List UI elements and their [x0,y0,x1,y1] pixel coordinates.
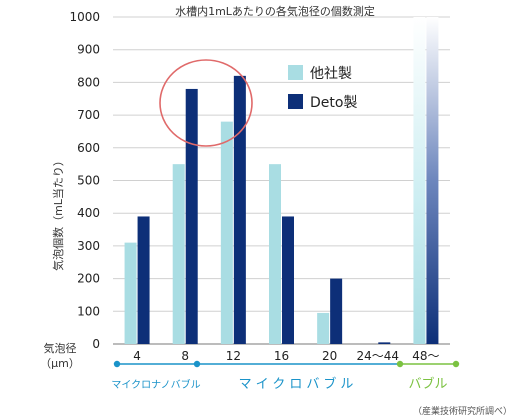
y-tick-label: 700 [77,108,100,122]
grid-lines [113,16,450,345]
x-tick-label: 20 [322,349,337,363]
bar-deto [330,278,343,344]
bar-other [172,164,185,344]
y-tick-label: 900 [77,43,100,57]
y-tick-label: 1000 [69,10,100,24]
legend-swatch-deto [288,94,303,109]
bar-deto [426,17,439,344]
y-tick-label: 300 [77,239,100,253]
y-tick-label: 100 [77,304,100,318]
bar-deto [233,75,246,345]
legend-swatch-other [288,65,303,80]
y-tick-label: 200 [77,272,100,286]
legend-label-other: 他社製 [310,66,352,82]
bar-deto [378,342,391,344]
y-tick-label: 800 [77,75,100,89]
y-tick-label: 400 [77,206,100,220]
x-tick-label: 16 [274,349,289,363]
bar-other [269,164,281,344]
y-tick-labels: 0 100 200 300 400 500 600 700 800 900 1000 [69,10,100,351]
bar-other [413,17,426,344]
range-dot [452,360,460,368]
x-tick-label: 48～ [412,349,439,363]
highlight-circle [159,59,253,147]
bar-deto [185,88,198,344]
source-note: （産業技術研究所調べ） [413,405,512,417]
y-tick-label: 600 [77,141,100,155]
x-tick-label: 24～44 [357,349,400,363]
range-dot [396,360,404,368]
range-label-micronano: マイクロナノバブル [111,378,200,391]
x-tick-label: 8 [181,349,189,363]
x-tick-label: 12 [226,349,241,363]
bar-other [220,121,233,344]
y-tick-label: 0 [92,337,100,351]
bar-deto [137,216,150,344]
bar-other [124,242,137,344]
chart-title: 水槽内1mLあたりの各気泡径の個数測定 [175,4,375,18]
y-tick-label: 500 [77,174,100,188]
range-label-bubble: バブル [408,376,447,392]
x-tick-labels: 4 8 12 16 20 24～44 48～ [133,349,439,363]
x-tick-label: 4 [133,349,141,363]
range-label-micro: マイクロバブル [239,376,358,392]
range-dot [113,360,121,368]
y-axis-label: 気泡個数（mL当たり） [51,155,65,271]
bar-series [124,17,439,345]
range-dot [193,360,201,368]
legend-label-deto: Deto製 [310,95,357,111]
bar-other [317,312,330,344]
size-range-indicator: マイクロナノバブル マイクロバブル バブル [111,360,460,392]
x-axis-label-line2: （μm） [40,357,80,370]
x-axis-label-line1: 気泡径 [44,341,77,355]
bar-deto [282,216,294,344]
legend: 他社製 Deto製 [288,65,357,111]
